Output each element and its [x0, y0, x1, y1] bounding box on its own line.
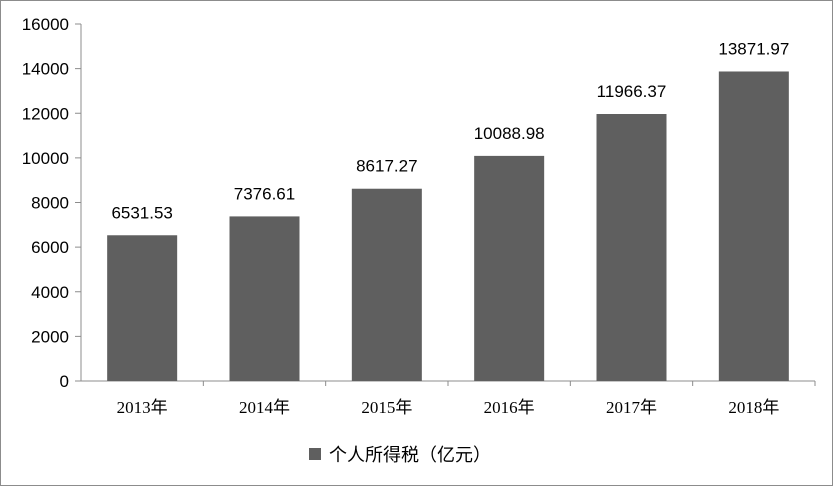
y-tick-label: 12000	[22, 104, 69, 123]
bar	[107, 235, 178, 381]
bar	[229, 216, 300, 381]
data-label: 7376.61	[234, 184, 295, 203]
bars	[107, 71, 789, 382]
legend-swatch	[309, 448, 321, 460]
bar	[474, 155, 545, 381]
data-label: 11966.37	[597, 82, 667, 101]
data-label: 13871.97	[718, 39, 789, 58]
x-axis-categories: 2013年 2014年 2015年 2016年 2017年 2018年	[117, 381, 816, 417]
data-label: 6531.53	[111, 203, 172, 222]
axes	[80, 24, 815, 382]
y-tick-label: 14000	[22, 60, 69, 79]
legend: 个人所得税（亿元）	[309, 441, 491, 467]
bar-chart: 0 2000 4000 6000 8000 10000 12000 14000 16000 65…	[22, 15, 816, 417]
x-category-label: 2014年	[239, 398, 290, 417]
y-tick-label: 0	[60, 372, 69, 391]
y-axis-ticks: 0 2000 4000 6000 8000 10000 12000 14000 16000	[22, 15, 81, 391]
y-tick-label: 4000	[31, 283, 69, 302]
legend-label: 个人所得税（亿元）	[329, 445, 491, 466]
data-label: 10088.98	[474, 124, 545, 143]
x-category-label: 2017年	[606, 398, 657, 417]
y-tick-label: 8000	[31, 194, 69, 213]
y-tick-label: 6000	[31, 238, 69, 257]
bar	[718, 71, 789, 382]
bar	[351, 188, 422, 381]
bar	[596, 114, 667, 381]
y-tick-label: 16000	[22, 15, 69, 34]
data-label: 8617.27	[356, 157, 417, 176]
x-category-label: 2013年	[117, 398, 168, 417]
y-tick-label: 10000	[22, 149, 69, 168]
y-tick-label: 2000	[31, 327, 69, 346]
data-labels: 6531.53 7376.61 8617.27 10088.98 11966.37 138…	[111, 39, 789, 222]
x-category-label: 2018年	[728, 398, 779, 417]
x-category-label: 2016年	[484, 398, 535, 417]
x-category-label: 2015年	[361, 398, 412, 417]
